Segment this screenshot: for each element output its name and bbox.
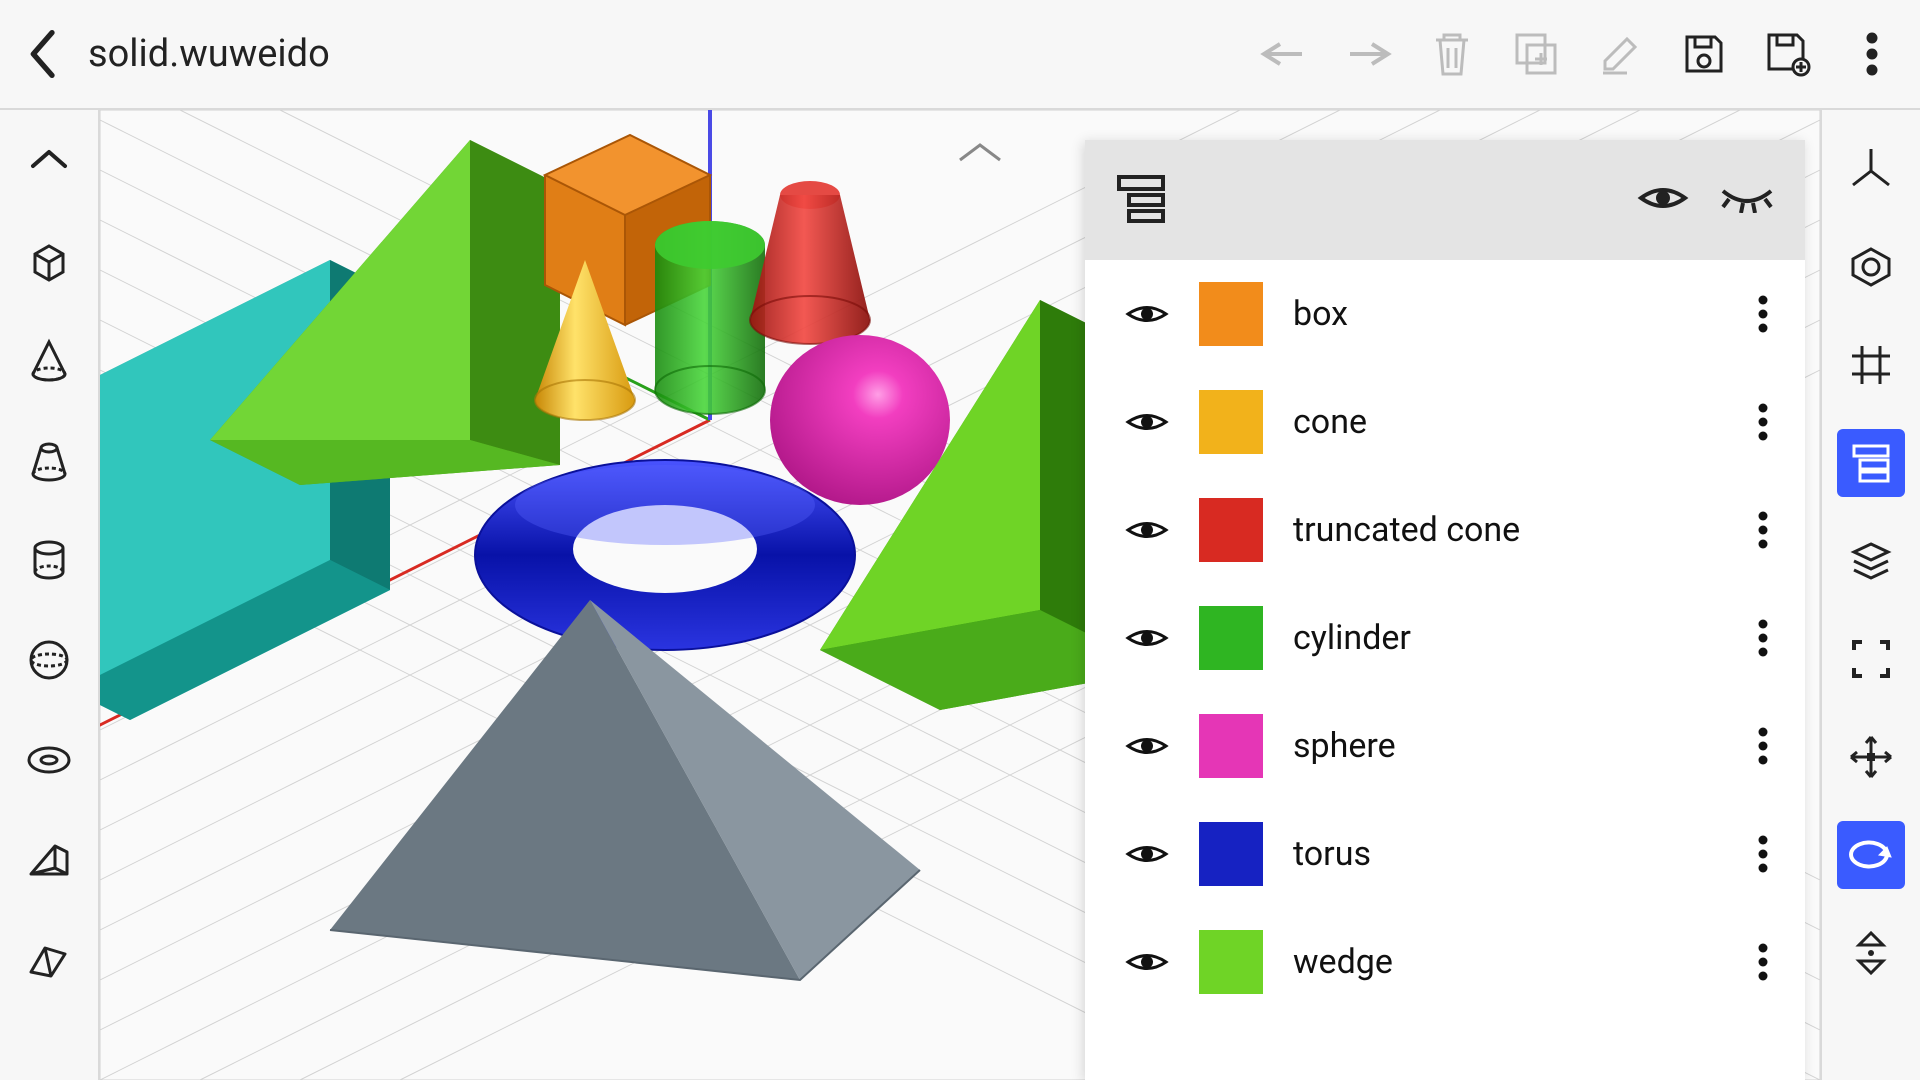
layer-overflow-icon[interactable] — [1751, 618, 1775, 658]
layer-name-label: sphere — [1293, 726, 1721, 766]
layer-overflow-icon[interactable] — [1751, 294, 1775, 334]
layer-name-label: box — [1293, 294, 1721, 334]
visibility-toggle-icon[interactable] — [1125, 724, 1169, 768]
topbar-actions — [1256, 26, 1900, 82]
layer-row[interactable]: cylinder — [1085, 584, 1805, 692]
visibility-toggle-icon[interactable] — [1125, 400, 1169, 444]
stack-tool[interactable] — [1837, 527, 1905, 595]
file-title: solid.wuweido — [88, 32, 330, 76]
layer-name-label: cone — [1293, 402, 1721, 442]
right-toolbar — [1820, 110, 1920, 1080]
prism-tool[interactable] — [19, 930, 79, 990]
layer-overflow-icon[interactable] — [1751, 510, 1775, 550]
visibility-toggle-icon[interactable] — [1125, 292, 1169, 336]
layer-name-label: cylinder — [1293, 618, 1721, 658]
edit-button[interactable] — [1592, 26, 1648, 82]
move-tool[interactable] — [1837, 723, 1905, 791]
left-toolbar — [0, 110, 100, 1080]
wedge-tool[interactable] — [19, 830, 79, 890]
duplicate-button[interactable] — [1508, 26, 1564, 82]
visibility-toggle-icon[interactable] — [1125, 508, 1169, 552]
hide-all-icon[interactable] — [1719, 183, 1775, 217]
visibility-toggle-icon[interactable] — [1125, 940, 1169, 984]
layer-name-label: wedge — [1293, 942, 1721, 982]
layer-color-swatch — [1199, 606, 1263, 670]
layer-row[interactable]: wedge — [1085, 908, 1805, 1016]
collapse-tool[interactable] — [19, 130, 79, 190]
layers-panel: box cone truncated cone cylinder — [1085, 140, 1805, 1080]
layer-row[interactable]: truncated cone — [1085, 476, 1805, 584]
save-as-button[interactable] — [1760, 26, 1816, 82]
visibility-toggle-icon[interactable] — [1125, 616, 1169, 660]
grid-tool[interactable] — [1837, 331, 1905, 399]
layer-color-swatch — [1199, 714, 1263, 778]
layer-row[interactable]: sphere — [1085, 692, 1805, 800]
rotate-tool[interactable] — [1837, 821, 1905, 889]
cylinder-tool[interactable] — [19, 530, 79, 590]
layers-panel-header — [1085, 140, 1805, 260]
back-button[interactable] — [20, 30, 68, 78]
updown-tool[interactable] — [1837, 919, 1905, 987]
layer-overflow-icon[interactable] — [1751, 942, 1775, 982]
axes-tool[interactable] — [1837, 135, 1905, 203]
layer-name-label: torus — [1293, 834, 1721, 874]
cone-tool[interactable] — [19, 330, 79, 390]
layers-list: box cone truncated cone cylinder — [1085, 260, 1805, 1080]
show-all-icon[interactable] — [1637, 180, 1689, 220]
sphere-tool[interactable] — [19, 630, 79, 690]
layer-row[interactable]: torus — [1085, 800, 1805, 908]
box-tool[interactable] — [19, 230, 79, 290]
layer-name-label: truncated cone — [1293, 510, 1721, 550]
layer-row[interactable]: cone — [1085, 368, 1805, 476]
outline-icon[interactable] — [1115, 171, 1169, 229]
layer-overflow-icon[interactable] — [1751, 726, 1775, 766]
layer-overflow-icon[interactable] — [1751, 402, 1775, 442]
layer-color-swatch — [1199, 282, 1263, 346]
fit-tool[interactable] — [1837, 625, 1905, 693]
torus-tool[interactable] — [19, 730, 79, 790]
delete-button[interactable] — [1424, 26, 1480, 82]
visibility-toggle-icon[interactable] — [1125, 832, 1169, 876]
layer-row[interactable]: box — [1085, 260, 1805, 368]
layer-color-swatch — [1199, 390, 1263, 454]
layer-overflow-icon[interactable] — [1751, 834, 1775, 874]
undo-button[interactable] — [1256, 26, 1312, 82]
layer-color-swatch — [1199, 822, 1263, 886]
overflow-menu-button[interactable] — [1844, 26, 1900, 82]
save-button[interactable] — [1676, 26, 1732, 82]
isometric-tool[interactable] — [1837, 233, 1905, 301]
layer-color-swatch — [1199, 930, 1263, 994]
redo-button[interactable] — [1340, 26, 1396, 82]
truncated-cone-tool[interactable] — [19, 430, 79, 490]
layers-tool[interactable] — [1837, 429, 1905, 497]
topbar: solid.wuweido — [0, 0, 1920, 110]
layer-color-swatch — [1199, 498, 1263, 562]
